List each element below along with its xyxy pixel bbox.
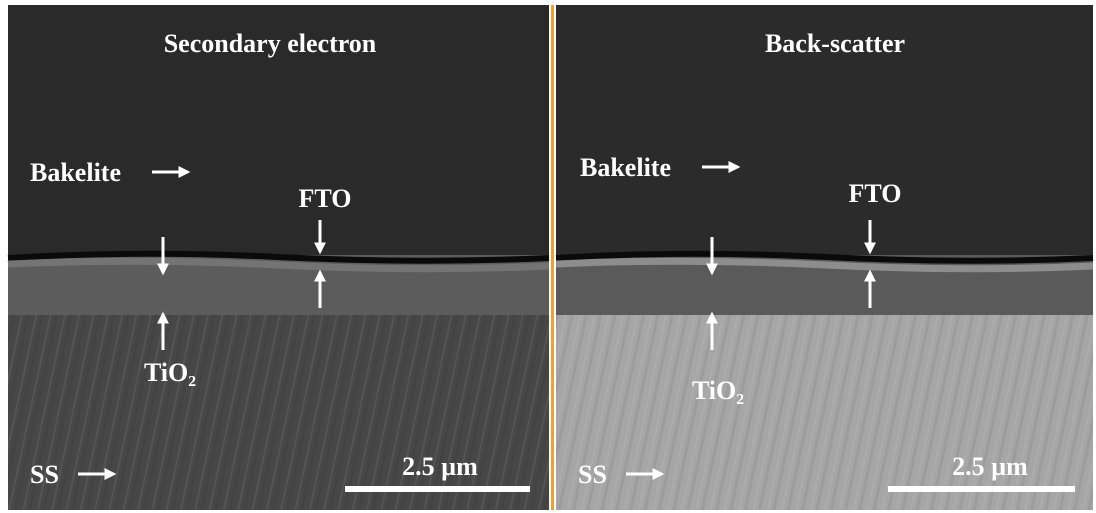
tio2-label: TiO₂ <box>692 376 744 405</box>
scale-label: 2.5 µm <box>402 452 478 481</box>
panel-title: Back-scatter <box>765 29 905 58</box>
scale-bar <box>888 486 1075 492</box>
panel-title: Secondary electron <box>164 29 377 58</box>
bakelite-label: Bakelite <box>30 158 121 187</box>
sem-figure: Secondary electron Bakelite FTO TiO₂ SS 2.5 µ… <box>0 0 1096 513</box>
scale-bar <box>345 486 530 492</box>
scale-label: 2.5 µm <box>952 452 1028 481</box>
ss-label: SS <box>578 460 607 489</box>
ss-label: SS <box>30 460 59 489</box>
divider <box>551 5 554 510</box>
fto-label: FTO <box>299 184 352 213</box>
fto-label: FTO <box>849 179 902 208</box>
bakelite-label: Bakelite <box>580 153 671 182</box>
tio2-label: TiO₂ <box>144 358 196 387</box>
